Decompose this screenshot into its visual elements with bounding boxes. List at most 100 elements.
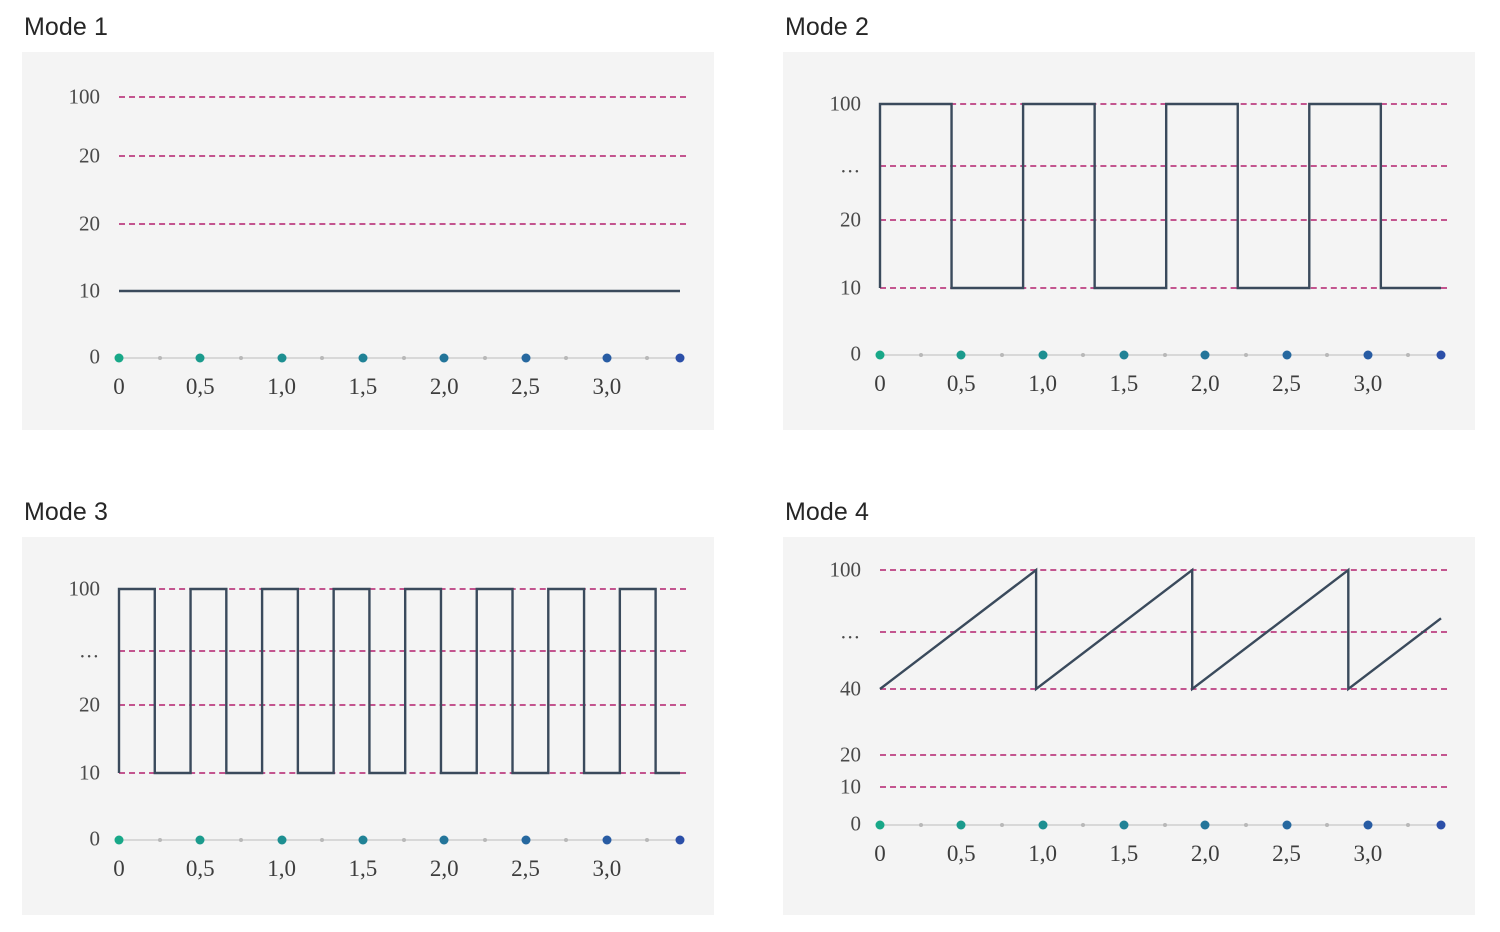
x-axis-minor-dot	[645, 837, 650, 842]
plot-area-mode-1[interactable]: 100 20 20 10 0 0 0,5 1,0 1,5 2,0 2,5 3,0	[22, 51, 714, 430]
x-axis-minor-dot	[564, 837, 569, 842]
y-axis-tick-label: 100	[68, 576, 101, 600]
x-axis-minor-dot	[238, 837, 243, 842]
x-axis-minor-dot	[1406, 352, 1411, 357]
x-axis-tick-label: 3,0	[592, 855, 622, 881]
panel-title-mode-2: Mode 2	[785, 13, 869, 41]
x-axis-major-dot[interactable]	[1436, 350, 1446, 359]
plot-area-mode-4[interactable]: 100... 40 20 10 0 0 0,5 1,0 1,5 2,0 2,5 3,0	[783, 536, 1475, 915]
x-axis-minor-dot	[1406, 822, 1411, 827]
x-axis-major-dot[interactable]	[602, 353, 612, 362]
x-axis-major-dot[interactable]	[675, 835, 685, 844]
x-axis-major-dot[interactable]	[1282, 820, 1292, 829]
x-axis-major-dot[interactable]	[1363, 350, 1373, 359]
gridline	[880, 568, 1447, 571]
y-axis-tick-label: 10	[840, 774, 861, 798]
x-axis-tick-label: 2,5	[511, 373, 540, 399]
x-axis-line	[119, 838, 680, 841]
x-axis-minor-dot	[1081, 352, 1086, 357]
x-axis-major-dot[interactable]	[875, 820, 885, 829]
x-axis-major-dot[interactable]	[875, 350, 885, 359]
x-axis-minor-dot	[1162, 352, 1167, 357]
y-axis-tick-label: 0	[850, 811, 862, 835]
x-axis-major-dot[interactable]	[1119, 820, 1129, 829]
y-axis-tick-label: 40	[840, 676, 861, 700]
x-axis-major-dot[interactable]	[195, 835, 205, 844]
x-axis-major-dot[interactable]	[1038, 350, 1048, 359]
x-axis-major-dot[interactable]	[1282, 350, 1292, 359]
y-axis-tick-label: 10	[79, 278, 100, 302]
x-axis-tick-label: 1,0	[267, 373, 296, 399]
x-axis-major-dot[interactable]	[1436, 820, 1446, 829]
x-axis-major-dot[interactable]	[956, 820, 966, 829]
x-axis-major-dot[interactable]	[358, 353, 368, 362]
x-axis-major-dot[interactable]	[114, 353, 124, 362]
plot-area-mode-2[interactable]: 100... 20 10 0 0 0,5 1,0 1,5 2,0 2,5 3,0	[783, 51, 1475, 430]
waveform-line	[117, 587, 680, 774]
x-axis-tick-label: 0	[874, 840, 886, 866]
x-axis-tick-label: 0	[113, 855, 125, 881]
x-axis-line	[880, 823, 1441, 826]
gridline	[880, 785, 1447, 788]
x-axis-line	[880, 353, 1441, 356]
x-axis-major-dot[interactable]	[277, 353, 287, 362]
x-axis-tick-label: 2,5	[511, 855, 540, 881]
x-axis-major-dot[interactable]	[521, 835, 531, 844]
x-axis-tick-label: 2,0	[1190, 840, 1220, 866]
x-axis-major-dot[interactable]	[521, 353, 531, 362]
x-axis-major-dot[interactable]	[675, 353, 685, 362]
y-axis-tick-label: 20	[79, 692, 100, 716]
x-axis-tick-label: 2,0	[429, 855, 459, 881]
x-axis-tick-label: 3,0	[592, 373, 622, 399]
x-axis-minor-dot	[645, 355, 650, 360]
panel-mode-4: Mode 4 100... 40 20 10 0 0 0,5 1,0 1,5 2,0 2,5 3,0	[783, 498, 1475, 915]
x-axis-minor-dot	[999, 352, 1004, 357]
x-axis-major-dot[interactable]	[1038, 820, 1048, 829]
x-axis-minor-dot	[1081, 822, 1086, 827]
gridline	[119, 154, 686, 157]
y-axis-tick-label: 100	[829, 557, 862, 581]
y-axis-tick-label: 10	[79, 760, 100, 784]
y-axis-tick-label: 20	[840, 742, 861, 766]
x-axis-minor-dot	[320, 355, 325, 360]
x-axis-tick-label: 0	[113, 373, 125, 399]
x-axis-major-dot[interactable]	[1200, 820, 1210, 829]
y-axis-tick-label: 20	[79, 143, 100, 167]
gridline	[880, 102, 1447, 105]
y-axis-tick-label: 20	[840, 207, 861, 231]
panel-mode-1: Mode 1 100 20 20 10 0 0 0,5 1,0 1,5 2,0 2,5 3,0	[22, 13, 714, 430]
x-axis-tick-label: 0,5	[185, 855, 215, 881]
gridline	[119, 703, 686, 706]
x-axis-minor-dot	[157, 355, 162, 360]
gridline	[880, 753, 1447, 756]
x-axis-minor-dot	[157, 837, 162, 842]
x-axis-tick-label: 1,5	[1109, 840, 1139, 866]
panel-title-mode-4: Mode 4	[785, 498, 869, 526]
x-axis-major-dot[interactable]	[1200, 350, 1210, 359]
x-axis-minor-dot	[1325, 352, 1330, 357]
x-axis-tick-label: 2,0	[429, 373, 459, 399]
x-axis-minor-dot	[482, 837, 487, 842]
plot-area-mode-3[interactable]: 100... 20 10 0 0 0,5 1,0 1,5 2,0 2,5 3,0	[22, 536, 714, 915]
x-axis-major-dot[interactable]	[358, 835, 368, 844]
gridline	[880, 218, 1447, 221]
x-axis-major-dot[interactable]	[439, 835, 449, 844]
x-axis-tick-label: 0,5	[946, 370, 976, 396]
gridline	[119, 222, 686, 225]
x-axis-minor-dot	[1325, 822, 1330, 827]
x-axis-major-dot[interactable]	[1119, 350, 1129, 359]
x-axis-major-dot[interactable]	[1363, 820, 1373, 829]
x-axis-major-dot[interactable]	[602, 835, 612, 844]
x-axis-tick-label: 1,0	[1028, 840, 1057, 866]
x-axis-major-dot[interactable]	[439, 353, 449, 362]
x-axis-major-dot[interactable]	[195, 353, 205, 362]
waveform-line	[879, 567, 1442, 691]
y-axis-tick-label: ...	[79, 638, 100, 662]
y-axis-tick-label: 100	[829, 91, 862, 115]
x-axis-minor-dot	[1243, 352, 1248, 357]
x-axis-major-dot[interactable]	[114, 835, 124, 844]
x-axis-major-dot[interactable]	[956, 350, 966, 359]
x-axis-tick-label: 1,0	[267, 855, 296, 881]
x-axis-major-dot[interactable]	[277, 835, 287, 844]
